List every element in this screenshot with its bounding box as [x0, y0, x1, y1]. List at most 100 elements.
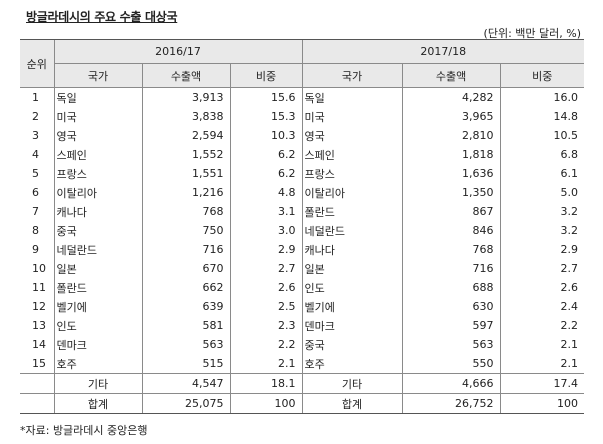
exports-header-a: 수출액: [141, 63, 230, 88]
rank-header: 순위: [20, 39, 54, 88]
exports-cell-a: 1,216: [141, 183, 230, 202]
rank-cell: 1: [32, 91, 39, 104]
share-cell-b: 3.2: [499, 202, 585, 221]
table-row: 6 이탈리아 1,216 4.8 이탈리아 1,350 5.0: [20, 183, 585, 202]
share-cell-b: 6.1: [499, 164, 585, 183]
exports-cell-a: 3,838: [141, 107, 230, 126]
share-cell-b: 16.0: [499, 87, 585, 107]
exports-cell-a: 2,594: [141, 126, 230, 145]
country-cell-a: 벨기에: [53, 297, 142, 316]
country-cell-a: 영국: [53, 126, 142, 145]
country-cell-a: 덴마크: [53, 335, 142, 354]
share-cell-b: 2.7: [499, 259, 585, 278]
total-exports-a: 25,075: [141, 393, 230, 414]
country-cell-b: 독일: [301, 87, 403, 107]
share-cell-b: 2.4: [499, 297, 585, 316]
exports-cell-b: 867: [401, 202, 501, 221]
rank-cell: 6: [32, 186, 39, 199]
table-row: 1 독일 3,913 15.6 독일 4,282 16.0: [20, 87, 585, 107]
table-row: 13 인도 581 2.3 덴마크 597 2.2: [20, 316, 585, 335]
exports-cell-a: 563: [141, 335, 230, 354]
country-cell-b: 일본: [301, 259, 403, 278]
rank-cell: 11: [32, 281, 46, 294]
rank-cell: 12: [32, 300, 46, 313]
exports-cell-a: 515: [141, 354, 230, 374]
other-share-a: 18.1: [229, 373, 303, 394]
country-cell-b: 프랑스: [301, 164, 403, 183]
rank-cell: 4: [32, 148, 39, 161]
exports-cell-b: 4,282: [401, 87, 501, 107]
share-header-b: 비중: [499, 63, 585, 88]
exports-cell-b: 846: [401, 221, 501, 240]
country-cell-a: 미국: [53, 107, 142, 126]
exports-cell-a: 750: [141, 221, 230, 240]
exports-cell-a: 639: [141, 297, 230, 316]
other-exports-b: 4,666: [401, 373, 501, 394]
rank-cell: 9: [32, 243, 39, 256]
share-cell-a: 2.3: [229, 316, 303, 335]
country-cell-b: 인도: [301, 278, 403, 297]
period-header-a: 2016/17: [53, 39, 303, 64]
country-cell-b: 이탈리아: [301, 183, 403, 202]
exports-cell-b: 1,636: [401, 164, 501, 183]
country-header-b: 국가: [301, 63, 403, 88]
share-cell-b: 14.8: [499, 107, 585, 126]
country-cell-b: 벨기에: [301, 297, 403, 316]
country-header-a: 국가: [53, 63, 142, 88]
exports-cell-b: 716: [401, 259, 501, 278]
country-cell-b: 캐나다: [301, 240, 403, 259]
table-row: 8 중국 750 3.0 네덜란드 846 3.2: [20, 221, 585, 240]
share-cell-a: 2.9: [229, 240, 303, 259]
country-cell-b: 스페인: [301, 145, 403, 164]
table-row: 11 폴란드 662 2.6 인도 688 2.6: [20, 278, 585, 297]
country-cell-a: 중국: [53, 221, 142, 240]
country-cell-b: 중국: [301, 335, 403, 354]
country-cell-a: 이탈리아: [53, 183, 142, 202]
country-cell-a: 캐나다: [53, 202, 142, 221]
rank-cell: 13: [32, 319, 46, 332]
rank-cell: 15: [32, 357, 46, 370]
share-cell-a: 2.6: [229, 278, 303, 297]
country-cell-a: 프랑스: [53, 164, 142, 183]
country-cell-a: 네덜란드: [53, 240, 142, 259]
share-cell-b: 6.8: [499, 145, 585, 164]
exports-cell-a: 768: [141, 202, 230, 221]
table-row: 5 프랑스 1,551 6.2 프랑스 1,636 6.1: [20, 164, 585, 183]
country-cell-a: 독일: [53, 87, 142, 107]
exports-cell-b: 563: [401, 335, 501, 354]
share-cell-a: 3.0: [229, 221, 303, 240]
country-cell-a: 호주: [53, 354, 142, 374]
other-label-a: 기타: [53, 373, 142, 394]
exports-cell-b: 1,818: [401, 145, 501, 164]
share-cell-a: 2.7: [229, 259, 303, 278]
share-cell-a: 2.1: [229, 354, 303, 374]
table-row: 12 벨기에 639 2.5 벨기에 630 2.4: [20, 297, 585, 316]
share-cell-a: 15.3: [229, 107, 303, 126]
exports-cell-b: 688: [401, 278, 501, 297]
exports-cell-b: 2,810: [401, 126, 501, 145]
total-label-a: 합계: [53, 393, 142, 414]
exports-cell-a: 3,913: [141, 87, 230, 107]
rank-cell: 8: [32, 224, 39, 237]
total-row: 합계 25,075 100 합계 26,752 100: [20, 393, 585, 414]
exports-cell-b: 1,350: [401, 183, 501, 202]
table-row: 14 덴마크 563 2.2 중국 563 2.1: [20, 335, 585, 354]
share-header-a: 비중: [229, 63, 303, 88]
total-label-b: 합계: [301, 393, 403, 414]
period-header-b: 2017/18: [301, 39, 585, 64]
other-label-b: 기타: [301, 373, 403, 394]
table-row: 3 영국 2,594 10.3 영국 2,810 10.5: [20, 126, 585, 145]
exports-cell-b: 768: [401, 240, 501, 259]
other-row: 기타 4,547 18.1 기타 4,666 17.4: [20, 373, 585, 394]
share-cell-b: 2.2: [499, 316, 585, 335]
share-cell-a: 2.5: [229, 297, 303, 316]
other-exports-a: 4,547: [141, 373, 230, 394]
country-cell-b: 영국: [301, 126, 403, 145]
exports-cell-a: 1,551: [141, 164, 230, 183]
share-cell-a: 15.6: [229, 87, 303, 107]
rank-cell: 10: [32, 262, 46, 275]
share-cell-a: 2.2: [229, 335, 303, 354]
table-row: 7 캐나다 768 3.1 폴란드 867 3.2: [20, 202, 585, 221]
rank-cell: 2: [32, 110, 39, 123]
share-cell-b: 2.9: [499, 240, 585, 259]
